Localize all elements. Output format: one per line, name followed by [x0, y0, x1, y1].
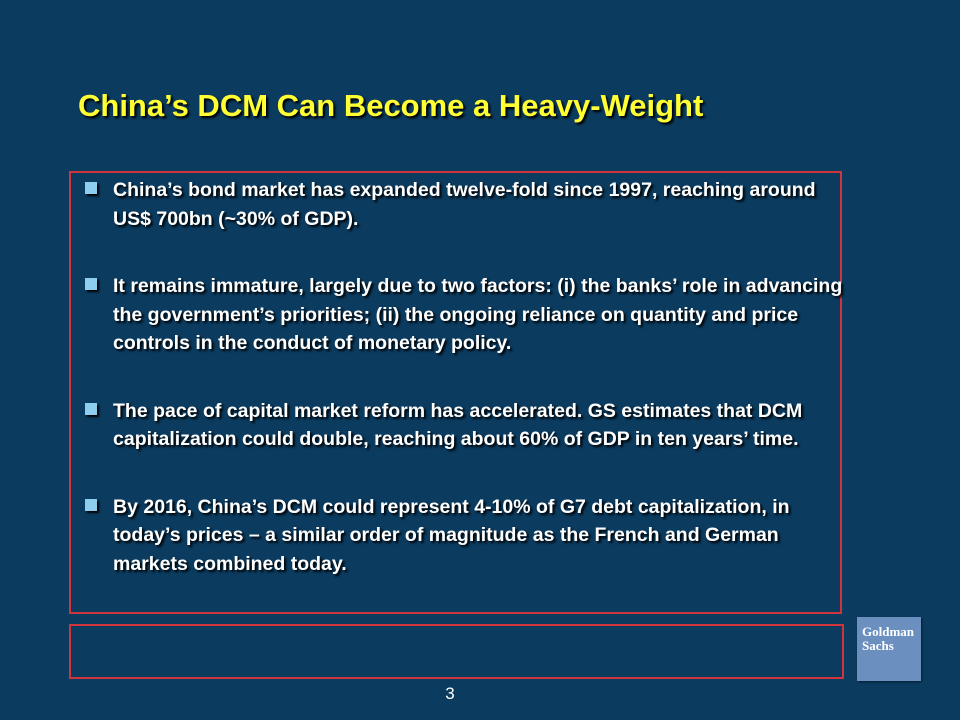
logo-line-2: Sachs: [862, 638, 894, 653]
square-bullet-icon: [85, 182, 97, 194]
square-bullet-icon: [85, 498, 97, 511]
bullet-item: It remains immature, largely due to two …: [84, 272, 844, 358]
logo-line-1: Goldman: [862, 624, 915, 639]
goldman-sachs-logo: Goldman Sachs: [857, 617, 921, 681]
slide-title: China’s DCM Can Become a Heavy-Weight: [78, 88, 704, 123]
bullet-text: China’s bond market has expanded twelve-…: [113, 179, 816, 230]
bullet-text: The pace of capital market reform has ac…: [113, 399, 803, 451]
logo-wordmark-icon: Goldman Sachs: [862, 624, 915, 653]
bullet-text: By 2016, China’s DCM could represent 4-1…: [113, 495, 790, 575]
bullet-list: China’s bond market has expanded twelve-…: [84, 176, 844, 617]
bullet-item: By 2016, China’s DCM could represent 4-1…: [84, 493, 844, 579]
bullet-text: It remains immature, largely due to two …: [113, 275, 843, 354]
page-number: 3: [445, 684, 455, 703]
square-bullet-icon: [85, 402, 97, 415]
square-bullet-icon: [85, 278, 97, 290]
bullet-item: China’s bond market has expanded twelve-…: [84, 176, 844, 233]
content-box-border: [69, 171, 842, 614]
notes-box-border: [69, 624, 844, 679]
bullet-item: The pace of capital market reform has ac…: [84, 397, 844, 454]
